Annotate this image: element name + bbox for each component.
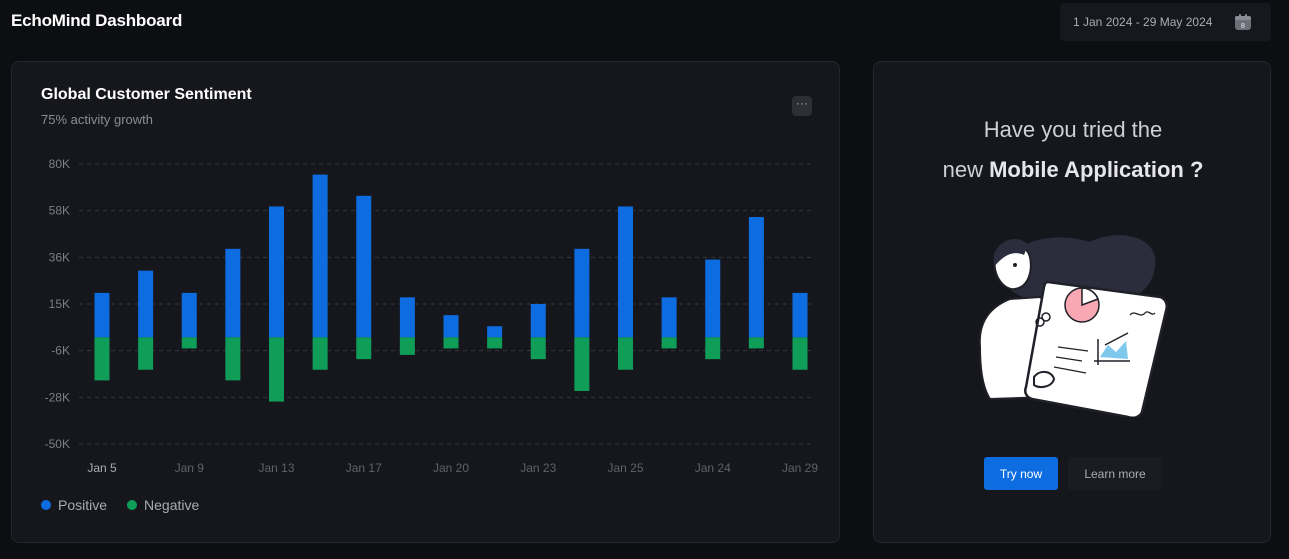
legend-positive-label: Positive — [58, 497, 108, 513]
negative-bar[interactable] — [487, 337, 503, 349]
sentiment-chart: 80K 58K 36K 15K -6K -28K -50K Jan 5 Jan 9 Jan 13 J… — [45, 157, 819, 475]
y-tick-label: -50K — [45, 437, 70, 451]
positive-bar[interactable] — [792, 292, 808, 338]
sentiment-card: 80K 58K 36K 15K -6K -28K -50K Jan 5 Jan 9 Jan 13 J… — [11, 61, 840, 543]
top-bar: EchoMind Dashboard 1 Jan 2024 - 29 May 2… — [0, 0, 1289, 44]
negative-bar[interactable] — [443, 337, 459, 349]
positive-bar[interactable] — [94, 292, 110, 338]
x-tick-label: Jan 29 — [782, 461, 818, 475]
positive-bar[interactable] — [443, 315, 459, 338]
negative-bar[interactable] — [356, 337, 372, 360]
y-tick-label: 36K — [49, 250, 70, 264]
legend-positive[interactable]: Positive — [41, 497, 107, 513]
x-tick-label: Jan 9 — [175, 461, 205, 475]
chart-legend: Positive Negative — [41, 497, 199, 513]
promo-heading-line2: new Mobile Application ? — [874, 157, 1272, 183]
more-options-button[interactable]: ··· — [792, 96, 812, 116]
date-range-picker[interactable]: 1 Jan 2024 - 29 May 2024 8 — [1060, 3, 1271, 41]
app-title: EchoMind Dashboard — [11, 11, 183, 30]
y-tick-label: -28K — [45, 390, 70, 404]
x-tick-label: Jan 13 — [258, 461, 294, 475]
negative-bar[interactable] — [705, 337, 721, 360]
x-tick-label: Jan 17 — [346, 461, 382, 475]
x-tick-label: Jan 5 — [87, 461, 117, 475]
promo-heading-bold: Mobile Application ? — [989, 157, 1204, 182]
positive-bar[interactable] — [312, 174, 328, 338]
negative-bar[interactable] — [181, 337, 197, 349]
negative-bar[interactable] — [225, 337, 241, 381]
promo-heading-prefix: new — [942, 157, 990, 182]
positive-bar[interactable] — [356, 195, 372, 338]
y-tick-label: 15K — [49, 297, 70, 311]
y-tick-label: 80K — [49, 157, 70, 171]
positive-bar[interactable] — [661, 297, 677, 338]
mobile-app-illustration — [978, 235, 1168, 417]
x-tick-label: Jan 23 — [520, 461, 556, 475]
negative-bar[interactable] — [94, 337, 110, 381]
calendar-icon: 8 — [1235, 14, 1251, 30]
date-range-text: 1 Jan 2024 - 29 May 2024 — [1073, 15, 1213, 29]
positive-bar[interactable] — [269, 206, 284, 338]
negative-bar[interactable] — [574, 337, 590, 391]
negative-bar[interactable] — [530, 337, 546, 360]
positive-bar[interactable] — [530, 304, 546, 338]
positive-bar[interactable] — [181, 292, 197, 338]
x-tick-label: Jan 24 — [695, 461, 731, 475]
y-tick-label: 58K — [49, 204, 70, 218]
chart-title: Global Customer Sentiment — [41, 86, 252, 103]
learn-more-button[interactable]: Learn more — [1068, 457, 1162, 490]
positive-bar[interactable] — [618, 206, 633, 338]
positive-bar[interactable] — [225, 248, 241, 338]
positive-bar[interactable] — [399, 297, 415, 338]
negative-bar[interactable] — [618, 337, 633, 370]
negative-bar[interactable] — [748, 337, 764, 349]
legend-negative-dot — [127, 500, 138, 510]
positive-bar[interactable] — [748, 217, 764, 338]
negative-bar[interactable] — [399, 337, 415, 355]
negative-bar[interactable] — [138, 337, 154, 370]
legend-negative[interactable]: Negative — [127, 497, 199, 513]
promo-heading-line1: Have you tried the — [983, 117, 1163, 142]
negative-bar[interactable] — [269, 337, 284, 402]
x-tick-label: Jan 20 — [433, 461, 469, 475]
legend-positive-dot — [41, 500, 51, 510]
mobile-app-promo-card: Have you tried the new Mobile Applicatio… — [873, 61, 1271, 543]
y-tick-label: -6K — [51, 344, 70, 358]
negative-bar[interactable] — [792, 337, 808, 370]
positive-bar[interactable] — [574, 248, 590, 338]
chart-subtitle: 75% activity growth — [41, 112, 153, 127]
calendar-day: 8 — [1241, 23, 1245, 30]
legend-negative-label: Negative — [144, 497, 200, 513]
negative-bar[interactable] — [661, 337, 677, 349]
x-tick-label: Jan 25 — [607, 461, 643, 475]
positive-bar[interactable] — [705, 259, 721, 338]
try-now-button[interactable]: Try now — [984, 457, 1058, 490]
positive-bar[interactable] — [487, 326, 503, 338]
negative-bar[interactable] — [312, 337, 328, 370]
positive-bar[interactable] — [138, 270, 154, 338]
